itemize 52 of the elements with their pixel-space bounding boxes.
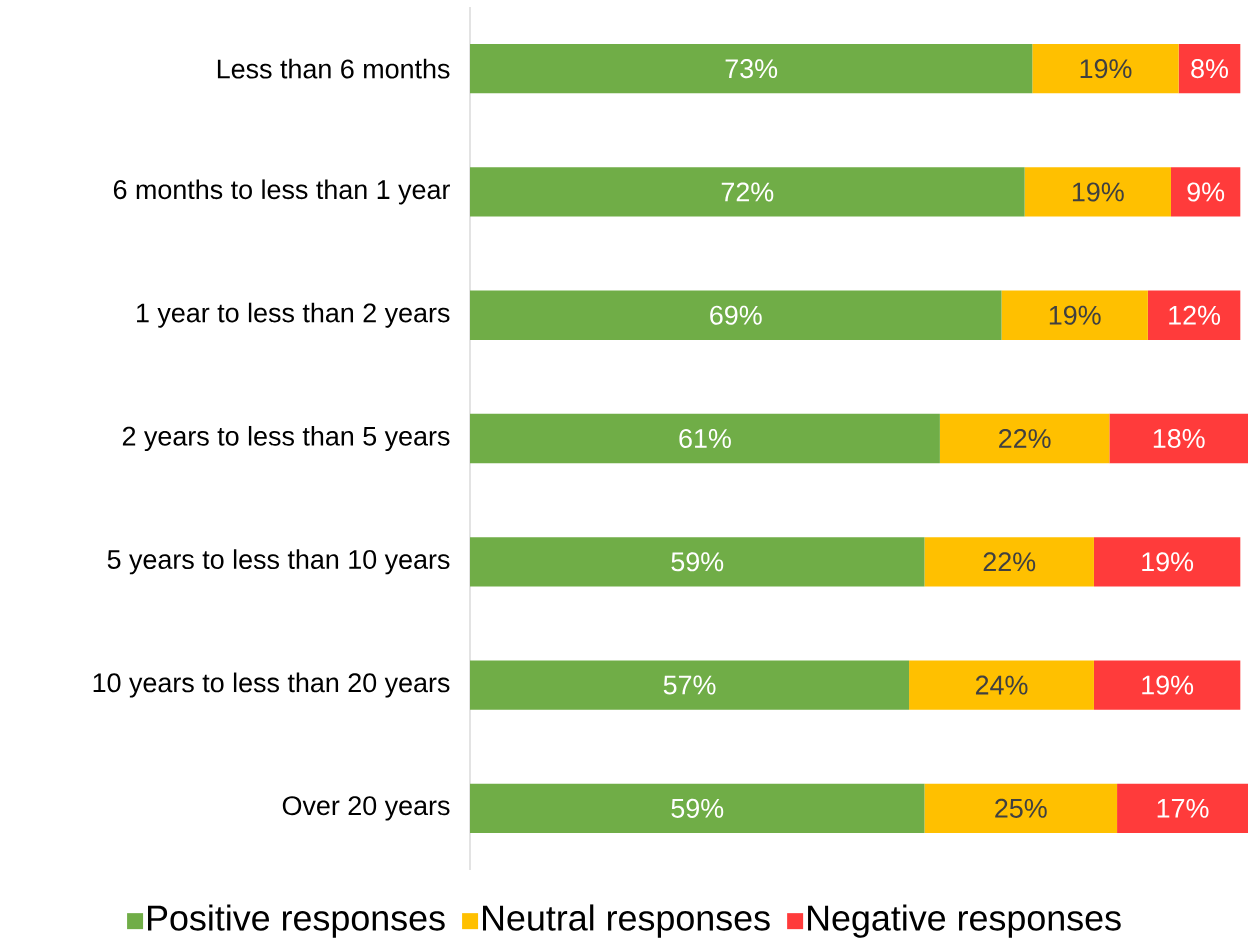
data-label: 19% bbox=[1142, 552, 1194, 572]
legend-label: Neutral responses bbox=[483, 904, 770, 938]
bar bbox=[1093, 537, 1241, 587]
bar bbox=[470, 660, 910, 710]
data-label: 19% bbox=[1142, 675, 1194, 695]
bar bbox=[1032, 43, 1179, 94]
data-label: 72% bbox=[721, 182, 774, 202]
data-label: 22% bbox=[999, 429, 1051, 448]
data-label: 73% bbox=[725, 59, 778, 79]
bar bbox=[924, 783, 1118, 834]
data-label: 57% bbox=[663, 675, 716, 695]
y-tick-label: 5 years to less than 10 years bbox=[107, 549, 450, 575]
data-label: 18% bbox=[1153, 428, 1205, 449]
bar bbox=[470, 43, 1033, 94]
data-label: 9% bbox=[1187, 182, 1225, 202]
data-label: 22% bbox=[983, 552, 1036, 572]
data-label: 8% bbox=[1191, 59, 1228, 79]
data-label: 59% bbox=[671, 798, 724, 818]
bar bbox=[1178, 43, 1241, 94]
bar bbox=[1117, 783, 1248, 834]
bar bbox=[470, 290, 1002, 340]
y-tick-label: 6 months to less than 1 year bbox=[113, 179, 450, 205]
bar bbox=[1109, 413, 1248, 464]
bar bbox=[1147, 290, 1241, 340]
legend-label: Positive responses bbox=[148, 904, 445, 938]
data-label: 19% bbox=[1049, 305, 1101, 325]
bar bbox=[924, 537, 1094, 587]
data-label: 19% bbox=[1072, 182, 1124, 202]
bar bbox=[1001, 290, 1148, 340]
bar bbox=[1024, 167, 1171, 217]
bar bbox=[470, 783, 925, 834]
y-tick-label: Over 20 years bbox=[282, 796, 450, 821]
data-label: 24% bbox=[975, 675, 1028, 695]
data-label: 61% bbox=[679, 428, 731, 449]
y-tick-label: 1 year to less than 2 years bbox=[137, 302, 450, 328]
bar bbox=[470, 167, 1025, 217]
bar bbox=[939, 413, 1110, 464]
bar bbox=[470, 537, 925, 587]
bar bbox=[470, 413, 940, 464]
bar bbox=[1170, 167, 1241, 217]
data-label: 17% bbox=[1157, 798, 1209, 818]
data-label: 25% bbox=[995, 798, 1047, 818]
y-tick-label: Less than 6 months bbox=[217, 58, 450, 79]
bar bbox=[1093, 660, 1241, 710]
bar bbox=[909, 660, 1094, 710]
legend-label: Negative responses bbox=[808, 904, 1121, 938]
y-tick-label: 2 years to less than 5 years bbox=[122, 425, 450, 452]
data-label: 12% bbox=[1169, 305, 1221, 325]
data-label: 69% bbox=[710, 305, 762, 325]
y-tick-label: 10 years to less than 20 years bbox=[93, 672, 450, 698]
data-label: 59% bbox=[671, 552, 724, 572]
data-label: 19% bbox=[1080, 59, 1132, 79]
